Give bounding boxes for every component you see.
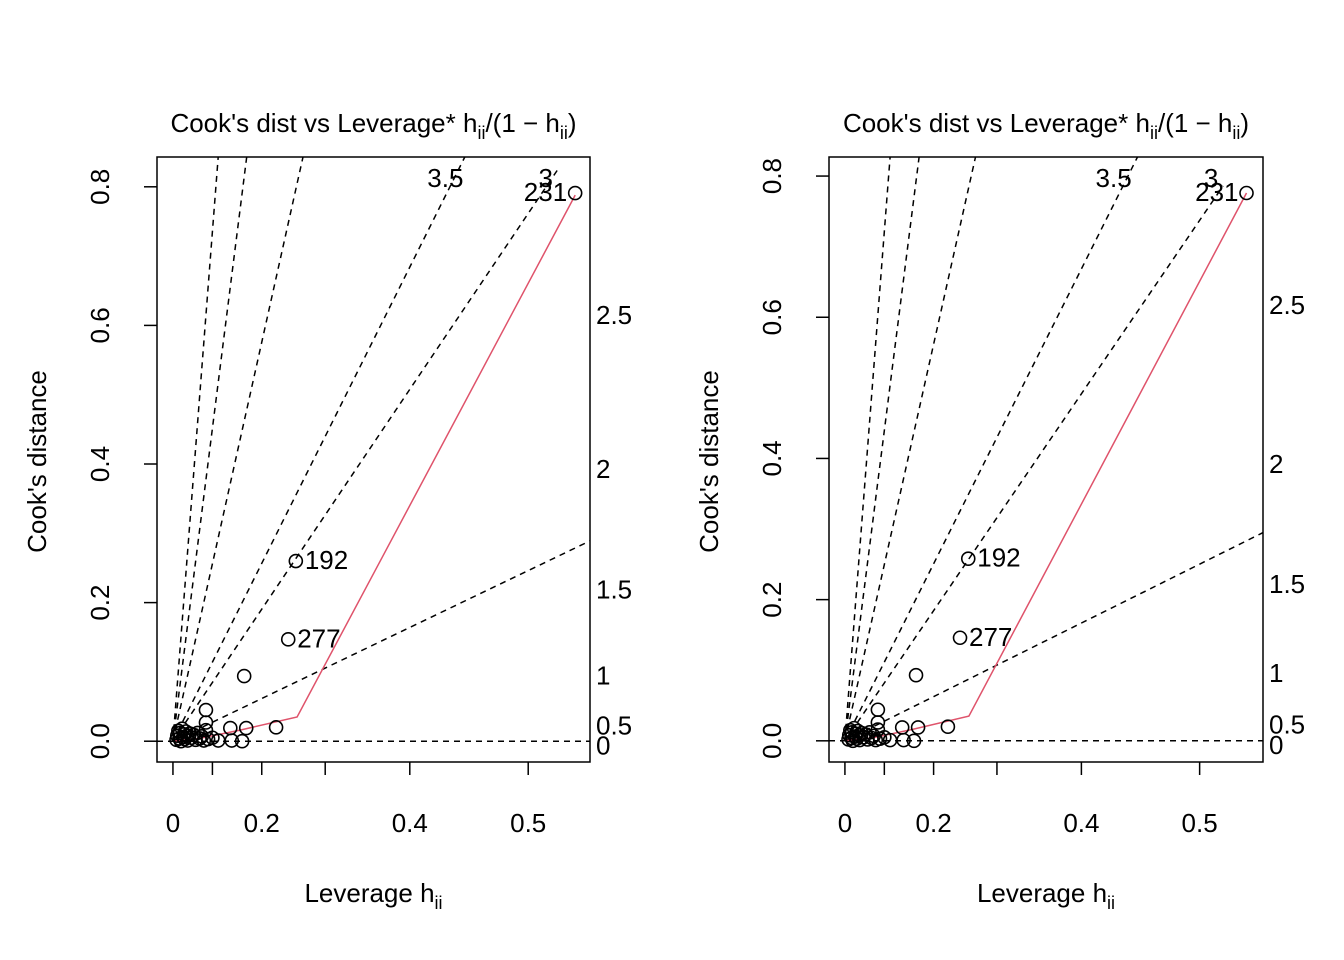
contour-line: [172, 157, 248, 742]
point-label: 231: [524, 177, 567, 207]
label-subscript: ii: [1107, 893, 1115, 913]
panel: Cook's dist vs Leverage* hii/(1 − hii)Le…: [694, 108, 1305, 913]
title-subscript: ii: [477, 123, 485, 143]
chart-title: Cook's dist vs Leverage* hii/(1 − hii): [170, 108, 576, 143]
contour-line: [844, 531, 1263, 742]
y-tick-label: 0.2: [757, 582, 787, 618]
y2-tick-label: 0: [1269, 730, 1283, 760]
point: [234, 733, 250, 749]
title-part: Cook's dist vs Leverage* h: [170, 108, 477, 138]
x-tick-label: 0.2: [916, 808, 952, 838]
point: [205, 730, 220, 746]
y-axis-label: Cook's distance: [22, 370, 52, 553]
point: [236, 668, 252, 684]
y2-tick-label: 2.5: [596, 300, 632, 330]
y-tick-label: 0.8: [757, 158, 787, 194]
point-label: 277: [297, 623, 340, 653]
contour-label: 3: [538, 163, 552, 193]
point: [877, 729, 892, 745]
title-subscript: ii: [1232, 123, 1240, 143]
title-part: ): [568, 108, 577, 138]
x-tick-label: 0: [838, 808, 852, 838]
contour-line: [172, 157, 304, 742]
point: [1239, 185, 1254, 201]
y2-tick-label: 1.5: [1269, 569, 1305, 599]
point-label: 231: [1195, 177, 1238, 207]
plot-box: [828, 156, 1264, 763]
x-tick-label: 0.5: [1182, 808, 1218, 838]
x-axis-label: Leverage hii: [977, 878, 1115, 913]
point: [198, 715, 214, 730]
y-tick-label: 0.4: [85, 446, 115, 482]
point: [906, 733, 922, 749]
y-tick-label: 0.6: [757, 299, 787, 335]
label-subscript: ii: [435, 893, 443, 913]
point: [198, 702, 214, 718]
point: [238, 720, 254, 736]
y2-tick-label: 0.5: [1269, 710, 1305, 740]
contour-line: [172, 540, 590, 742]
point: [870, 702, 886, 718]
point: [940, 719, 956, 735]
point-label: 192: [977, 543, 1020, 573]
contour-line: [844, 157, 1139, 742]
x-tick-label: 0.2: [244, 808, 280, 838]
y2-tick-label: 0: [596, 730, 610, 760]
point: [952, 630, 968, 646]
point-label: 192: [305, 545, 348, 575]
y2-tick-label: 1.5: [596, 574, 632, 604]
title-part: ): [1240, 108, 1249, 138]
y-tick-label: 0.0: [85, 723, 115, 759]
contour-line: [172, 169, 559, 742]
point: [567, 185, 583, 201]
x-tick-label: 0.5: [510, 808, 546, 838]
point: [280, 632, 296, 647]
y2-tick-label: 2.5: [1269, 290, 1305, 320]
y2-tick-label: 1: [596, 660, 610, 690]
point: [268, 720, 284, 735]
contour-line: [172, 157, 466, 742]
point-label: 277: [969, 622, 1012, 652]
y-tick-label: 0.2: [85, 585, 115, 621]
x-tick-label: 0.4: [1063, 808, 1099, 838]
point: [960, 551, 976, 566]
label-part: Leverage h: [977, 878, 1107, 908]
title-subscript: ii: [1150, 123, 1158, 143]
title-subscript: ii: [560, 123, 568, 143]
contour-line: [844, 157, 920, 741]
contour-label: 3.5: [427, 163, 463, 193]
title-part: /(1 − h: [485, 108, 559, 138]
contour-line: [844, 157, 977, 741]
y-tick-label: 0.8: [85, 169, 115, 205]
contour-line: [844, 157, 891, 741]
chart-title: Cook's dist vs Leverage* hii/(1 − hii): [843, 108, 1249, 143]
contour-label: 3: [1204, 163, 1218, 193]
y-tick-label: 0.0: [757, 723, 787, 759]
y-tick-label: 0.4: [757, 440, 787, 476]
smooth-line: [844, 192, 1248, 742]
contour-line: [844, 185, 1224, 742]
point: [288, 553, 304, 569]
point: [870, 715, 886, 730]
x-tick-label: 0.4: [392, 808, 428, 838]
panel: Cook's dist vs Leverage* hii/(1 − hii)Le…: [22, 108, 632, 913]
y2-tick-label: 2: [1269, 449, 1283, 479]
y2-tick-label: 2: [596, 454, 610, 484]
label-part: Leverage h: [304, 878, 434, 908]
y2-tick-label: 0.5: [596, 710, 632, 740]
contour-label: 3.5: [1096, 163, 1132, 193]
contour-line: [172, 157, 219, 742]
title-part: Cook's dist vs Leverage* h: [843, 108, 1150, 138]
y2-tick-label: 1: [1269, 658, 1283, 688]
x-tick-label: 0: [166, 808, 180, 838]
y-tick-label: 0.6: [85, 307, 115, 343]
y-axis-label: Cook's distance: [694, 370, 724, 553]
title-part: /(1 − h: [1158, 108, 1232, 138]
point: [908, 667, 924, 683]
point: [910, 720, 926, 735]
plot-box: [156, 156, 591, 763]
x-axis-label: Leverage hii: [304, 878, 442, 913]
